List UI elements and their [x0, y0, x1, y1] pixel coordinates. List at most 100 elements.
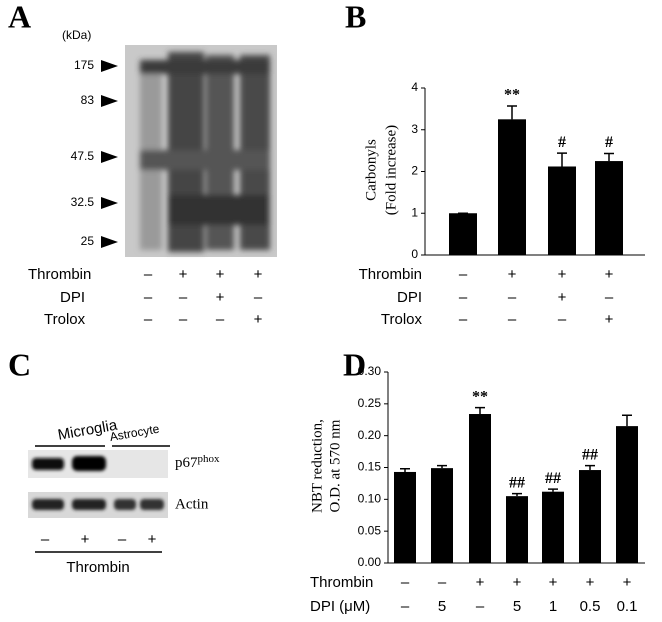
error-bar — [585, 464, 595, 471]
treatment-sign: + — [513, 574, 522, 591]
error-bar — [475, 406, 485, 415]
treatment-sign: – — [144, 266, 153, 283]
y-tick-label: 0.00 — [358, 555, 382, 569]
treatment-sign: – — [179, 289, 188, 306]
y-axis-title: O.D. at 570 nm — [327, 419, 343, 512]
treatment-sign: – — [401, 598, 410, 615]
treatment-label: DPI — [397, 289, 422, 306]
treatment-label: Trolox — [44, 311, 86, 328]
band-label-sup: phox — [198, 453, 221, 465]
annotation: ## — [545, 470, 561, 487]
treatment-sign: + — [549, 574, 558, 591]
lane-sign: – — [41, 531, 50, 548]
marker-label: 175 — [74, 58, 94, 72]
y-axis-title: NBT reduction, — [309, 419, 325, 513]
treatment-sign: + — [586, 574, 595, 591]
y-tick-label: 0 — [411, 247, 418, 261]
annotation: ** — [504, 87, 520, 104]
treatment-sign: – — [508, 289, 517, 306]
treatment-sign: – — [144, 311, 153, 328]
treatment-sign: – — [179, 311, 188, 328]
lane-sign: + — [81, 531, 90, 548]
y-tick-label: 3 — [411, 122, 418, 136]
treatment-sign: – — [254, 289, 263, 306]
y-tick-label: 0.25 — [358, 396, 382, 410]
bar — [548, 166, 576, 255]
lane-sign: + — [148, 531, 157, 548]
treatment-sign: 5 — [513, 598, 521, 615]
treatment-sign: + — [508, 266, 517, 283]
treatment-sign: + — [254, 266, 263, 283]
treatment-sign: + — [558, 266, 567, 283]
treatment-label: Thrombin — [66, 559, 129, 576]
treatment-sign: – — [605, 289, 614, 306]
bar — [506, 496, 528, 563]
treatment-sign: – — [401, 574, 410, 591]
error-bar — [604, 152, 614, 162]
treatment-sign: – — [216, 311, 225, 328]
treatment-label: Thrombin — [359, 266, 422, 283]
bar — [469, 414, 491, 563]
y-tick-label: 2 — [411, 164, 418, 178]
treatment-sign: – — [438, 574, 447, 591]
blot-a — [125, 45, 277, 257]
treatment-sign: 5 — [438, 598, 446, 615]
bar — [431, 468, 453, 563]
treatment-sign: – — [476, 598, 485, 615]
treatment-sign: + — [605, 311, 614, 328]
y-tick-label: 0.20 — [358, 428, 382, 442]
error-bar — [557, 152, 567, 167]
marker-arrow — [101, 60, 118, 72]
treatment-sign: – — [508, 311, 517, 328]
bar — [542, 491, 564, 563]
treatment-sign: – — [459, 289, 468, 306]
bar — [449, 213, 477, 255]
band-label: Actin — [175, 496, 209, 512]
annotation: ## — [509, 474, 525, 491]
treatment-label: Thrombin — [28, 266, 91, 283]
bar — [498, 119, 526, 255]
panel-letter: A — [8, 0, 31, 34]
treatment-sign: + — [216, 266, 225, 283]
blot-c — [28, 445, 170, 553]
marker-label: 83 — [81, 93, 95, 107]
error-bar — [507, 105, 517, 120]
error-bar — [400, 468, 410, 472]
treatment-label: DPI — [60, 289, 85, 306]
treatment-sign: + — [216, 289, 225, 306]
y-tick-label: 1 — [411, 205, 418, 219]
treatment-sign: – — [558, 311, 567, 328]
y-tick-label: 0.30 — [358, 364, 382, 378]
treatment-sign: + — [558, 289, 567, 306]
lane-sign: – — [118, 531, 127, 548]
band-label: p67phox — [175, 453, 220, 472]
y-axis-title: Carbonyls — [363, 139, 379, 201]
annotation: # — [605, 134, 613, 151]
treatment-sign: – — [144, 289, 153, 306]
error-bar — [622, 414, 632, 427]
annotation: # — [558, 134, 566, 151]
y-tick-label: 0.10 — [358, 492, 382, 506]
treatment-sign: 0.5 — [580, 598, 601, 615]
y-axis-title: (Fold increase) — [383, 125, 399, 215]
bar — [616, 426, 638, 563]
treatment-sign: – — [459, 266, 468, 283]
bar — [595, 161, 623, 255]
treatment-sign: + — [476, 574, 485, 591]
treatment-sign: + — [254, 311, 263, 328]
annotation: ## — [582, 446, 598, 463]
treatment-sign: + — [623, 574, 632, 591]
marker-arrow — [101, 197, 118, 209]
panel-letter: D — [343, 346, 366, 382]
y-tick-label: 0.05 — [358, 523, 382, 537]
error-bar — [548, 488, 558, 492]
bar — [579, 470, 601, 563]
panel-letter: C — [8, 346, 31, 382]
marker-arrow — [101, 95, 118, 107]
treatment-sign: – — [459, 311, 468, 328]
marker-arrow — [101, 236, 118, 248]
treatment-label: Thrombin — [310, 574, 373, 591]
y-tick-label: 0.15 — [358, 460, 382, 474]
annotation: ** — [472, 388, 488, 405]
